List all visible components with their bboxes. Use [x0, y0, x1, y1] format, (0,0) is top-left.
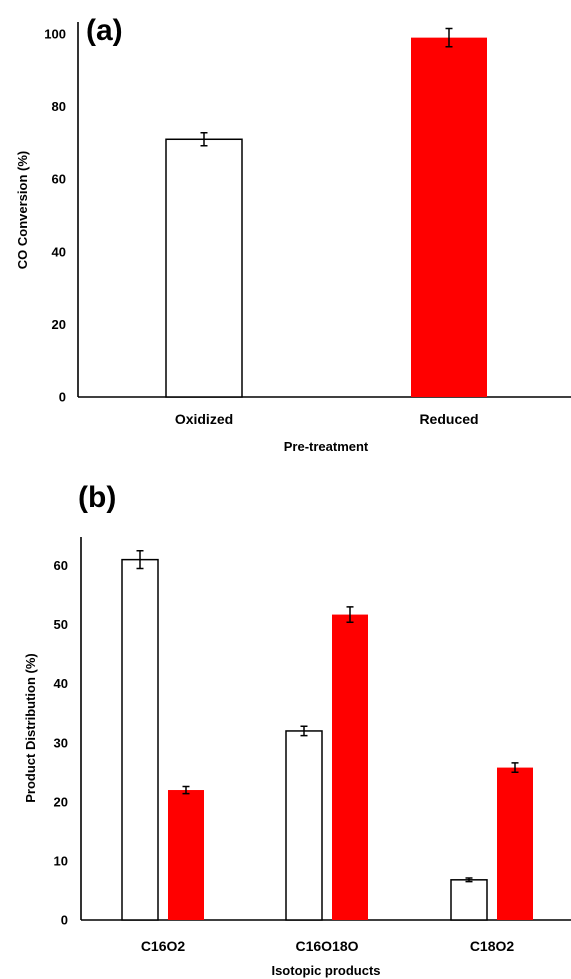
panel-b-y-tick-label: 10: [54, 853, 68, 868]
panel-b-bar-c18o2-s0: [450, 879, 488, 921]
panel-b-error-bar-c16o2-s0: [136, 550, 144, 570]
panel-b-bar-c16o2-s0: [121, 558, 159, 921]
panel-b-bars: [121, 550, 533, 921]
panel-b-bar-c16o2-s1: [168, 790, 204, 920]
panel-b-bar-c18o2-s1: [497, 767, 533, 920]
panel-a-y-tick-label: 40: [52, 244, 66, 259]
chart-panel-a: (a) 0 20 40 60 80 100 Oxidized Reduced Pre-tre…: [15, 14, 571, 454]
panel-b-category-label: C18O2: [470, 938, 515, 954]
panel-a-y-tick-label: 100: [44, 27, 66, 42]
panel-a-y-axis-title: CO Conversion (%): [15, 151, 30, 269]
panel-b-categories: C16O2 C16O18O C18O2: [141, 938, 515, 954]
panel-a-bar-oxidized-s0: [165, 138, 243, 398]
panel-b-bar-c16o18o-s1: [332, 614, 368, 920]
panel-b-y-tick-label: 0: [61, 913, 68, 928]
panel-a-y-tick-label: 20: [52, 317, 66, 332]
panel-b-bar-c16o18o-s0: [285, 730, 323, 921]
panel-b-y-axis-title: Product Distribution (%): [23, 653, 38, 803]
panel-b-y-tick-label: 30: [54, 735, 68, 750]
panel-b-category-label: C16O18O: [295, 938, 358, 954]
panel-b-y-tick-label: 40: [54, 676, 68, 691]
panel-b-y-ticks: 0 10 20 30 40 50 60: [54, 558, 68, 927]
panel-b-error-bar-c16o18o-s0: [300, 725, 308, 737]
panel-b-error-bar-c16o2-s1: [182, 785, 190, 795]
panel-a-error-bar-reduced-s0: [445, 27, 453, 48]
panel-b-error-bar-c16o18o-s1: [346, 606, 354, 624]
panel-a-x-axis-title: Pre-treatment: [284, 439, 369, 454]
panel-b-y-tick-label: 60: [54, 558, 68, 573]
panel-a-error-bar-oxidized-s0: [200, 131, 208, 147]
panel-a-label: (a): [86, 14, 123, 47]
chart-panel-b: (b) 0 10 20 30 40 50 60 C16O2 C16O18O C18O2 Isot…: [23, 481, 571, 978]
panel-a-y-tick-label: 0: [59, 390, 66, 405]
panel-a-category-label: Reduced: [419, 411, 478, 427]
panel-a-categories: Oxidized Reduced: [175, 411, 479, 427]
panel-a-y-tick-label: 80: [52, 99, 66, 114]
panel-b-y-tick-label: 20: [54, 794, 68, 809]
panel-b-y-tick-label: 50: [54, 617, 68, 632]
panel-b-error-bar-c18o2-s1: [511, 762, 519, 774]
panel-a-bar-reduced-s0: [411, 37, 487, 397]
panel-b-category-label: C16O2: [141, 938, 186, 954]
panel-a-bars: [165, 27, 487, 398]
panel-b-error-bar-c18o2-s0: [465, 877, 473, 883]
panel-a-category-label: Oxidized: [175, 411, 233, 427]
panel-b-x-axis-title: Isotopic products: [271, 963, 380, 978]
panel-b-label: (b): [78, 481, 116, 514]
panel-a-y-ticks: 0 20 40 60 80 100: [44, 27, 66, 405]
panel-a-y-tick-label: 60: [52, 172, 66, 187]
